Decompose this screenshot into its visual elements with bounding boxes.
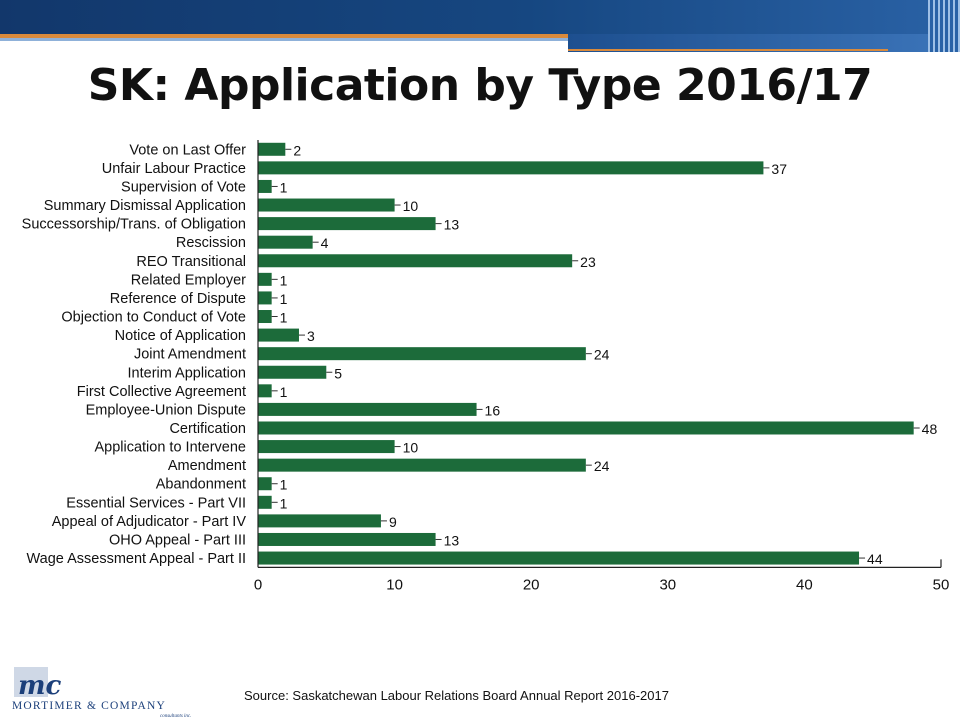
header-light-stripe xyxy=(0,38,570,41)
bar xyxy=(258,272,272,286)
bar xyxy=(258,495,272,509)
data-label: 1 xyxy=(280,384,288,400)
slide-title: SK: Application by Type 2016/17 xyxy=(87,60,873,111)
data-label: 5 xyxy=(334,365,342,381)
x-tick-label: 10 xyxy=(386,576,403,590)
category-label: Summary Dismissal Application xyxy=(44,198,246,214)
header-band xyxy=(0,0,960,34)
data-label: 10 xyxy=(403,440,419,456)
bar xyxy=(258,161,764,175)
category-label: Notice of Application xyxy=(115,328,246,344)
data-label: 9 xyxy=(389,514,397,530)
data-label: 13 xyxy=(444,532,460,548)
data-label: 3 xyxy=(307,328,315,344)
category-label: REO Transitional xyxy=(136,254,246,270)
data-label: 1 xyxy=(280,179,288,195)
category-label: Application to Intervene xyxy=(94,440,246,456)
data-label: 1 xyxy=(280,291,288,307)
category-label: Reference of Dispute xyxy=(110,291,246,307)
bar xyxy=(258,514,381,528)
data-label: 1 xyxy=(280,495,288,511)
category-label: Employee-Union Dispute xyxy=(86,402,246,418)
bar xyxy=(258,291,272,305)
category-label: Certification xyxy=(169,421,246,437)
logo-monogram-backdrop xyxy=(14,667,48,697)
mortimer-company-logo: mc MORTIMER & COMPANY consultants inc. xyxy=(12,667,191,718)
bar xyxy=(258,328,299,342)
x-tick-label: 40 xyxy=(796,576,813,590)
category-label: Rescission xyxy=(176,235,246,251)
category-label: Appeal of Adjudicator - Part IV xyxy=(52,514,247,530)
bar xyxy=(258,421,914,435)
data-label: 48 xyxy=(922,421,938,437)
data-label: 37 xyxy=(771,161,787,177)
category-label: Wage Assessment Appeal - Part II xyxy=(27,551,246,567)
data-label: 4 xyxy=(321,235,329,251)
bar xyxy=(258,532,436,546)
category-label: First Collective Agreement xyxy=(77,384,246,400)
data-label: 1 xyxy=(280,310,288,326)
category-label: Supervision of Vote xyxy=(121,179,246,195)
bar xyxy=(258,235,313,249)
header-accent-stripe xyxy=(0,34,570,38)
category-label: Essential Services - Part VII xyxy=(66,495,246,511)
x-tick-label: 0 xyxy=(254,576,262,590)
bar xyxy=(258,384,272,398)
x-tick-label: 50 xyxy=(933,576,950,590)
bar xyxy=(258,551,860,565)
category-label: Successorship/Trans. of Obligation xyxy=(22,217,246,233)
data-label: 1 xyxy=(280,477,288,493)
bar-chart: Vote on Last Offer 2 Unfair Labour Practic… xyxy=(22,140,950,590)
category-label: OHO Appeal - Part III xyxy=(109,532,246,548)
category-label: Interim Application xyxy=(128,365,246,381)
data-label: 2 xyxy=(293,142,301,158)
x-tick-label: 30 xyxy=(659,576,676,590)
category-label: Vote on Last Offer xyxy=(129,142,246,158)
bar xyxy=(258,198,395,212)
data-label: 44 xyxy=(867,551,883,567)
category-label: Unfair Labour Practice xyxy=(102,161,246,177)
logo-monogram: mc xyxy=(18,671,62,701)
bar xyxy=(258,254,573,268)
data-label: 24 xyxy=(594,458,610,474)
category-label: Amendment xyxy=(168,458,246,474)
bar xyxy=(258,440,395,454)
bar xyxy=(258,179,272,193)
logo-tagline: consultants inc. xyxy=(160,714,191,718)
bar xyxy=(258,477,272,491)
logo-company-name: MORTIMER & COMPANY xyxy=(12,700,166,712)
data-label: 16 xyxy=(485,402,501,418)
category-label: Joint Amendment xyxy=(134,347,246,363)
x-tick-label: 20 xyxy=(523,576,540,590)
data-label: 1 xyxy=(280,272,288,288)
bar xyxy=(258,458,586,472)
data-label: 23 xyxy=(580,254,596,270)
data-label: 10 xyxy=(403,198,419,214)
bar xyxy=(258,402,477,416)
data-label: 13 xyxy=(444,217,460,233)
bar xyxy=(258,310,272,324)
bar xyxy=(258,217,436,231)
data-label: 24 xyxy=(594,347,610,363)
category-label: Related Employer xyxy=(131,272,246,288)
bar xyxy=(258,347,586,361)
source-note: Source: Saskatchewan Labour Relations Bo… xyxy=(244,688,669,703)
header-tab-line xyxy=(568,49,888,51)
header-grille xyxy=(928,0,960,52)
header-tab xyxy=(568,34,960,52)
category-label: Objection to Conduct of Vote xyxy=(61,310,246,326)
category-label: Abandonment xyxy=(156,477,246,493)
bar xyxy=(258,142,286,156)
bar xyxy=(258,365,327,379)
